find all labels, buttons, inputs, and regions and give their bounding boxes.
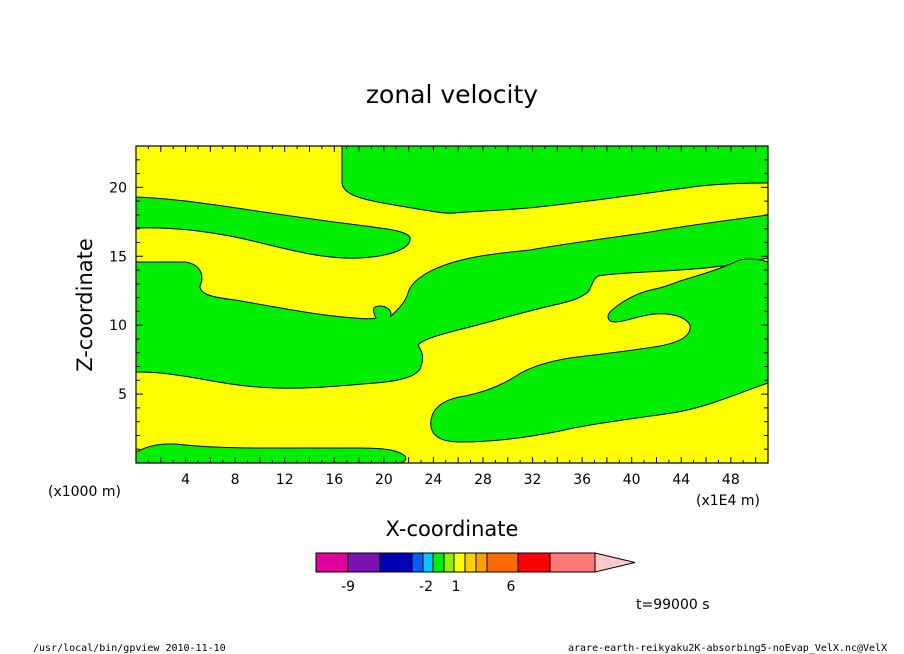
contour-fill-green-bottom [136,443,407,463]
contour-fill-green-middle-band [136,214,768,389]
colorbar-labels: -9 -2 1 6 [341,579,516,595]
footer-right: arare-earth-reikyaku2K-absorbing5-noEvap… [568,643,887,654]
colorbar-swatch [443,552,455,573]
plot-area [135,145,769,464]
colorbar [315,552,636,573]
contour-fill-green-upper-left [136,196,411,259]
y-axis-label: Z-coordinate [73,238,97,372]
y-tick-label: 20 [109,180,127,196]
colorbar-label: -2 [419,579,433,595]
x-unit-right: (x1E4 m) [696,493,760,509]
x-tick-label: 48 [722,472,740,488]
chart-title: zonal velocity [366,80,538,109]
x-tick-label: 36 [573,472,591,488]
colorbar-swatch [315,552,349,573]
y-tick-label: 10 [109,318,127,334]
x-axis-label: X-coordinate [386,517,519,541]
x-tick-label: 24 [424,472,442,488]
colorbar-label: 6 [507,579,516,595]
colorbar-swatch [347,552,381,573]
contour-fill-green-right-lobe [430,258,768,443]
colorbar-label: 1 [452,579,461,595]
colorbar-swatch [517,552,551,573]
colorbar-swatch [379,552,413,573]
y-tick-labels: 5 10 15 20 [109,180,127,403]
y-tick-label: 15 [109,249,127,265]
colorbar-label: -9 [341,579,355,595]
colorbar-swatch [486,552,519,573]
x-tick-label: 16 [325,472,343,488]
x-tick-label: 4 [181,472,190,488]
x-tick-labels: 4 8 12 16 20 24 28 32 36 40 44 48 [181,472,740,488]
colorbar-swatch [411,552,424,573]
plot-frame [135,145,769,464]
footer-left: /usr/local/bin/gpview 2010-11-10 [33,643,226,654]
colorbar-swatch [549,552,596,573]
x-tick-label: 32 [524,472,542,488]
colorbar-swatch [432,552,445,573]
x-unit-left: (x1000 m) [48,484,121,500]
axis-ticks [136,146,768,463]
contour-fill-green-top-right [341,146,768,214]
colorbar-extension-arrow [594,552,636,573]
colorbar-swatch [453,552,466,573]
y-tick-label: 5 [118,387,127,403]
colorbar-swatch [464,552,477,573]
x-tick-label: 40 [623,472,641,488]
x-tick-label: 12 [276,472,294,488]
x-tick-label: 44 [672,472,690,488]
x-tick-label: 8 [231,472,240,488]
x-tick-label: 20 [375,472,393,488]
time-annotation: t=99000 s [636,597,710,613]
x-tick-label: 28 [474,472,492,488]
colorbar-swatch [475,552,488,573]
colorbar-swatch [422,552,434,573]
